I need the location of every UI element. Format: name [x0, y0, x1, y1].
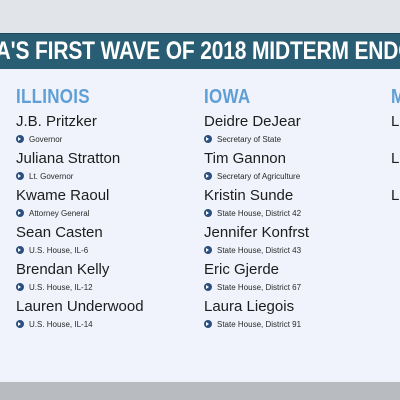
role-row: U.S. House, IL-6 — [16, 243, 191, 257]
role-row: State House, District 91 — [204, 317, 379, 331]
top-strip — [0, 0, 400, 33]
endorsement-entry: Juliana Stratton Lt. Governor — [16, 149, 191, 186]
candidate-name: Brendan Kelly — [16, 261, 110, 278]
state-heading: M — [391, 86, 400, 112]
endorsement-entry: Deidre DeJear Secretary of State — [204, 112, 379, 149]
endorsement-entry: Brendan Kelly U.S. House, IL-12 — [16, 260, 191, 297]
candidate-role: U.S. House, IL-12 — [29, 282, 93, 292]
candidate-role: Lt. Governor — [29, 171, 74, 181]
candidate-name: Laura Liegois — [204, 298, 295, 315]
role-row: U.S. House, IL-14 — [16, 317, 191, 331]
candidate-name: Kristin Sunde — [204, 187, 294, 204]
endorsement-entry: L — [391, 112, 400, 149]
role-row: Attorney General — [16, 206, 191, 220]
state-column-iowa: IOWA Deidre DeJear Secretary of State Ti… — [204, 69, 379, 334]
role-row: Secretary of Agriculture — [204, 169, 379, 183]
candidate-role: State House, District 91 — [217, 319, 302, 329]
candidate-name: Tim Gannon — [204, 150, 286, 167]
chevron-circle-icon — [16, 172, 24, 180]
endorsement-entry: Sean Casten U.S. House, IL-6 — [16, 223, 191, 260]
candidate-role: U.S. House, IL-14 — [29, 319, 93, 329]
candidate-name: Deidre DeJear — [204, 113, 301, 130]
candidate-name: L — [391, 113, 400, 130]
candidate-name: Eric Gjerde — [204, 261, 280, 278]
chevron-circle-icon — [204, 320, 212, 328]
state-heading: ILLINOIS — [16, 86, 90, 108]
candidate-name: Lauren Underwood — [16, 298, 144, 315]
candidate-role: State House, District 42 — [217, 208, 302, 218]
candidate-role: State House, District 67 — [217, 282, 302, 292]
candidate-role: Attorney General — [29, 208, 90, 218]
endorsement-entry: L — [391, 186, 400, 223]
bottom-strip — [0, 382, 400, 400]
endorsement-entry: Jennifer Konfrst State House, District 4… — [204, 223, 379, 260]
candidate-name: Sean Casten — [16, 224, 103, 241]
chevron-circle-icon — [16, 135, 24, 143]
chevron-circle-icon — [204, 135, 212, 143]
role-row: State House, District 43 — [204, 243, 379, 257]
chevron-circle-icon — [16, 283, 24, 291]
endorsement-entry: Lauren Underwood U.S. House, IL-14 — [16, 297, 191, 334]
role-row: State House, District 42 — [204, 206, 379, 220]
chevron-circle-icon — [204, 209, 212, 217]
candidate-name: L — [391, 187, 400, 204]
chevron-circle-icon — [16, 246, 24, 254]
chevron-circle-icon — [16, 320, 24, 328]
endorsement-entry: Eric Gjerde State House, District 67 — [204, 260, 379, 297]
chevron-circle-icon — [16, 209, 24, 217]
role-row: U.S. House, IL-12 — [16, 280, 191, 294]
endorsement-entry: Kristin Sunde State House, District 42 — [204, 186, 379, 223]
candidate-name: J.B. Pritzker — [16, 113, 97, 130]
title-banner: IA'S FIRST WAVE OF 2018 MIDTERM ENDORS — [0, 33, 400, 71]
candidate-role: State House, District 43 — [217, 245, 302, 255]
role-row: Secretary of State — [204, 132, 379, 146]
chevron-circle-icon — [204, 172, 212, 180]
candidate-name: Jennifer Konfrst — [204, 224, 310, 241]
candidate-role: U.S. House, IL-6 — [29, 245, 89, 255]
role-row: Governor — [16, 132, 191, 146]
endorsement-entry: J.B. Pritzker Governor — [16, 112, 191, 149]
candidate-role: Governor — [29, 134, 63, 144]
chevron-circle-icon — [204, 246, 212, 254]
banner-title: IA'S FIRST WAVE OF 2018 MIDTERM ENDORS — [0, 37, 400, 65]
candidate-role: Secretary of State — [217, 134, 282, 144]
candidate-name: L — [391, 150, 400, 167]
role-row: State House, District 67 — [204, 280, 379, 294]
candidate-name: Kwame Raoul — [16, 187, 110, 204]
state-heading: IOWA — [204, 86, 251, 108]
chevron-circle-icon — [204, 283, 212, 291]
endorsement-entry: Kwame Raoul Attorney General — [16, 186, 191, 223]
endorsement-entry: Laura Liegois State House, District 91 — [204, 297, 379, 334]
role-row: Lt. Governor — [16, 169, 191, 183]
endorsement-entry: Tim Gannon Secretary of Agriculture — [204, 149, 379, 186]
endorsement-entry: L — [391, 149, 400, 186]
state-column-illinois: ILLINOIS J.B. Pritzker Governor Juliana … — [16, 69, 191, 334]
endorsement-panel: ILLINOIS J.B. Pritzker Governor Juliana … — [0, 69, 400, 382]
candidate-role: Secretary of Agriculture — [217, 171, 301, 181]
state-column-partial: M L L L — [391, 69, 400, 223]
candidate-name: Juliana Stratton — [16, 150, 121, 167]
